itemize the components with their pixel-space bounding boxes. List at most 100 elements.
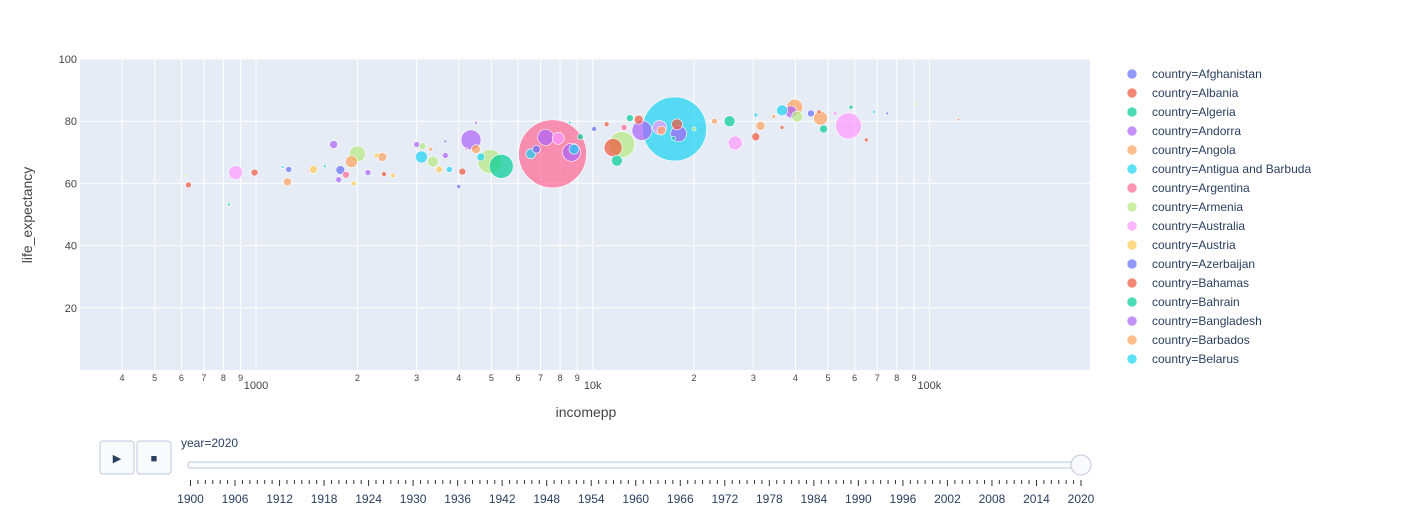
- scatter-point[interactable]: [835, 112, 862, 140]
- scatter-point[interactable]: [691, 126, 697, 132]
- scatter-point[interactable]: [329, 140, 338, 149]
- scatter-point[interactable]: [184, 173, 188, 178]
- legend-item[interactable]: country=Barbados: [1126, 333, 1250, 347]
- scatter-point[interactable]: [848, 104, 854, 110]
- slider-step-label[interactable]: 2020: [1068, 492, 1095, 506]
- scatter-point[interactable]: [727, 135, 743, 151]
- legend-item[interactable]: country=Australia: [1126, 219, 1245, 233]
- scatter-point[interactable]: [390, 172, 396, 179]
- scatter-point[interactable]: [567, 120, 572, 125]
- scatter-point[interactable]: [415, 150, 428, 164]
- play-button[interactable]: ▶: [99, 440, 135, 475]
- scatter-point[interactable]: [377, 152, 388, 162]
- legend-item[interactable]: country=Argentina: [1126, 181, 1250, 195]
- scatter-point[interactable]: [226, 202, 231, 207]
- scatter-point[interactable]: [435, 165, 444, 174]
- legend-item[interactable]: country=Belarus: [1126, 352, 1239, 366]
- scatter-point[interactable]: [591, 126, 597, 132]
- slider-step-label[interactable]: 1996: [890, 492, 917, 506]
- legend-item[interactable]: country=Azerbaijan: [1126, 257, 1255, 271]
- scatter-point[interactable]: [603, 138, 623, 157]
- scatter-point[interactable]: [442, 152, 449, 159]
- slider-step-label[interactable]: 1936: [444, 492, 471, 506]
- scatter-point[interactable]: [771, 114, 777, 119]
- scatter-point[interactable]: [791, 110, 804, 123]
- slider-step-label[interactable]: 1966: [667, 492, 694, 506]
- scatter-point[interactable]: [350, 180, 357, 187]
- slider-step-label[interactable]: 1954: [578, 492, 605, 506]
- scatter-point[interactable]: [413, 141, 420, 148]
- scatter-point[interactable]: [620, 124, 628, 131]
- scatter-point[interactable]: [816, 109, 822, 115]
- scatter-point[interactable]: [428, 146, 433, 152]
- scatter-point[interactable]: [228, 165, 243, 180]
- scatter-point[interactable]: [913, 102, 918, 106]
- scatter-point[interactable]: [864, 137, 869, 143]
- legend-item[interactable]: country=Afghanistan: [1126, 67, 1262, 81]
- scatter-point[interactable]: [568, 143, 580, 155]
- scatter-point[interactable]: [537, 129, 554, 146]
- scatter-point[interactable]: [306, 169, 311, 174]
- slider-rail[interactable]: [187, 461, 1083, 469]
- scatter-point[interactable]: [807, 109, 815, 118]
- scatter-point[interactable]: [711, 117, 718, 125]
- slider-step-label[interactable]: 1942: [489, 492, 516, 506]
- slider-step-label[interactable]: 1930: [400, 492, 427, 506]
- slider-step-label[interactable]: 1984: [800, 492, 827, 506]
- slider-step-label[interactable]: 1960: [622, 492, 649, 506]
- scatter-point[interactable]: [611, 154, 623, 167]
- slider-step-label[interactable]: 1978: [756, 492, 783, 506]
- scatter-point[interactable]: [474, 120, 478, 125]
- slider-step-label[interactable]: 1948: [533, 492, 560, 506]
- scatter-point[interactable]: [322, 164, 327, 169]
- scatter-point[interactable]: [671, 136, 676, 141]
- slider-step-label[interactable]: 1972: [711, 492, 738, 506]
- scatter-point[interactable]: [185, 181, 192, 189]
- scatter-point[interactable]: [335, 176, 342, 183]
- scatter-point[interactable]: [309, 165, 318, 174]
- scatter-point[interactable]: [776, 104, 788, 117]
- scatter-point[interactable]: [443, 139, 448, 144]
- scatter-point[interactable]: [626, 114, 634, 122]
- slider-step-label[interactable]: 1990: [845, 492, 872, 506]
- scatter-point[interactable]: [751, 132, 761, 142]
- scatter-point[interactable]: [488, 153, 514, 179]
- legend-item[interactable]: country=Albania: [1126, 86, 1239, 100]
- scatter-point[interactable]: [832, 111, 838, 116]
- legend-item[interactable]: country=Bahrain: [1126, 295, 1240, 309]
- slider-step-label[interactable]: 1906: [222, 492, 249, 506]
- scatter-point[interactable]: [956, 118, 960, 122]
- legend-item[interactable]: country=Angola: [1126, 143, 1236, 157]
- scatter-point[interactable]: [476, 152, 486, 162]
- scatter-point[interactable]: [885, 111, 890, 116]
- scatter-markers[interactable]: [184, 96, 960, 207]
- scatter-point[interactable]: [285, 166, 292, 173]
- scatter-point[interactable]: [458, 167, 467, 176]
- scatter-point[interactable]: [755, 121, 766, 131]
- slider-step-label[interactable]: 1912: [266, 492, 293, 506]
- scatter-point[interactable]: [250, 168, 259, 177]
- slider-step-label[interactable]: 1924: [355, 492, 382, 506]
- scatter-point[interactable]: [671, 118, 683, 131]
- slider-handle[interactable]: [1070, 454, 1092, 476]
- scatter-point[interactable]: [418, 142, 427, 150]
- slider-step-label[interactable]: 2014: [1023, 492, 1050, 506]
- scatter-point[interactable]: [723, 115, 736, 127]
- scatter-point[interactable]: [381, 171, 387, 177]
- scatter-point[interactable]: [471, 144, 481, 154]
- legend-item[interactable]: country=Bangladesh: [1126, 314, 1262, 328]
- scatter-point[interactable]: [342, 170, 350, 179]
- scatter-point[interactable]: [373, 152, 380, 159]
- scatter-point[interactable]: [551, 132, 565, 145]
- legend-item[interactable]: country=Andorra: [1126, 124, 1241, 138]
- scatter-point[interactable]: [364, 169, 372, 176]
- scatter-point[interactable]: [819, 124, 828, 134]
- scatter-point[interactable]: [280, 165, 285, 169]
- scatter-point[interactable]: [345, 155, 358, 168]
- scatter-point[interactable]: [532, 144, 541, 154]
- slider-step-label[interactable]: 1918: [311, 492, 338, 506]
- scatter-point[interactable]: [872, 110, 876, 114]
- scatter-point[interactable]: [518, 119, 587, 189]
- slider-step-label[interactable]: 2008: [979, 492, 1006, 506]
- scatter-point[interactable]: [445, 166, 453, 173]
